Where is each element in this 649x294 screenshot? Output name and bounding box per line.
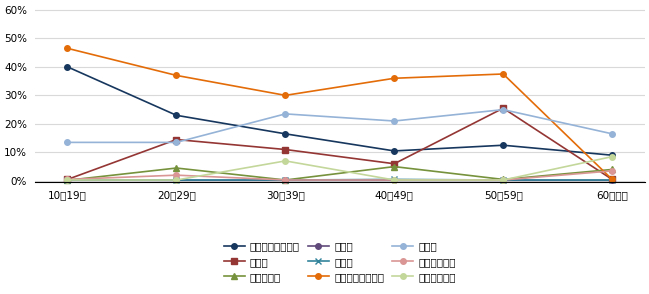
就　学 xyxy=(608,178,616,182)
結婚・離婚・縁組 xyxy=(499,72,507,76)
Line: 結婚・離婚・縁組: 結婚・離婚・縁組 xyxy=(65,46,615,182)
就　学 xyxy=(173,178,180,182)
退職・廣業 xyxy=(282,178,289,182)
就職・転職・起業 xyxy=(391,149,398,153)
退職・廣業 xyxy=(173,166,180,170)
結婚・離婚・縁組 xyxy=(391,76,398,80)
Line: 就職・転職・起業: 就職・転職・起業 xyxy=(65,64,615,158)
Line: 住　宅: 住 宅 xyxy=(65,107,615,145)
住　宅 xyxy=(282,112,289,116)
転　勤 xyxy=(173,138,180,141)
就職・転職・起業 xyxy=(173,113,180,117)
結婚・離婚・縁組 xyxy=(282,93,289,97)
住　宅 xyxy=(391,119,398,123)
交通の利便性 xyxy=(173,173,180,177)
卒　業 xyxy=(499,178,507,182)
退職・廣業 xyxy=(499,178,507,181)
就　学 xyxy=(391,178,398,182)
生活の利便性 xyxy=(173,178,180,182)
Line: 退職・廣業: 退職・廣業 xyxy=(64,163,616,184)
就　学 xyxy=(282,178,289,182)
就　学 xyxy=(64,178,71,182)
退職・廣業 xyxy=(64,178,71,182)
交通の利便性 xyxy=(608,169,616,173)
交通の利便性 xyxy=(499,178,507,182)
卒　業 xyxy=(391,178,398,181)
就職・転職・起業 xyxy=(499,143,507,147)
交通の利便性 xyxy=(391,178,398,182)
退職・廣業 xyxy=(608,168,616,171)
結婚・離婚・縁組 xyxy=(64,46,71,50)
住　宅 xyxy=(499,108,507,111)
生活の利便性 xyxy=(282,159,289,163)
退職・廣業 xyxy=(391,165,398,168)
住　宅 xyxy=(64,141,71,144)
住　宅 xyxy=(608,132,616,136)
就職・転職・起業 xyxy=(64,65,71,69)
就　学 xyxy=(499,178,507,182)
転　勤 xyxy=(282,148,289,151)
Line: 卒　業: 卒 業 xyxy=(64,176,616,183)
Line: 転　勤: 転 勤 xyxy=(65,106,615,182)
Line: 生活の利便性: 生活の利便性 xyxy=(65,154,615,183)
就職・転職・起業 xyxy=(608,153,616,157)
生活の利便性 xyxy=(64,178,71,182)
卒　業 xyxy=(64,178,71,182)
転　勤 xyxy=(391,162,398,166)
転　勤 xyxy=(608,178,616,181)
卒　業 xyxy=(173,178,180,182)
生活の利便性 xyxy=(608,155,616,158)
Legend: 就職・転職・起業, 転　勤, 退職・廣業, 就　学, 卒　業, 結婚・離婚・縁組, 住　宅, 交通の利便性, 生活の利便性: 就職・転職・起業, 転 勤, 退職・廣業, 就 学, 卒 業, 結婚・離婚・縁組… xyxy=(219,237,460,286)
卒　業 xyxy=(282,178,289,182)
転　勤 xyxy=(64,178,71,181)
転　勤 xyxy=(499,106,507,110)
Line: 交通の利便性: 交通の利便性 xyxy=(65,168,615,183)
生活の利便性 xyxy=(391,178,398,182)
交通の利便性 xyxy=(64,178,71,181)
生活の利便性 xyxy=(499,178,507,182)
結婚・離婚・縁組 xyxy=(608,178,616,181)
交通の利便性 xyxy=(282,178,289,182)
卒　業 xyxy=(608,178,616,182)
Line: 就　学: 就 学 xyxy=(65,177,615,183)
就職・転職・起業 xyxy=(282,132,289,136)
住　宅 xyxy=(173,141,180,144)
結婚・離婚・縁組 xyxy=(173,74,180,77)
